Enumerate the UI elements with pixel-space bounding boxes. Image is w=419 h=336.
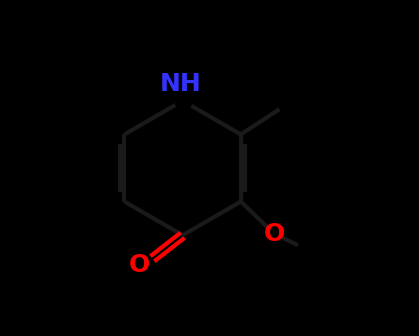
Text: O: O — [128, 253, 150, 278]
Text: O: O — [264, 221, 285, 246]
Text: NH: NH — [160, 72, 202, 96]
